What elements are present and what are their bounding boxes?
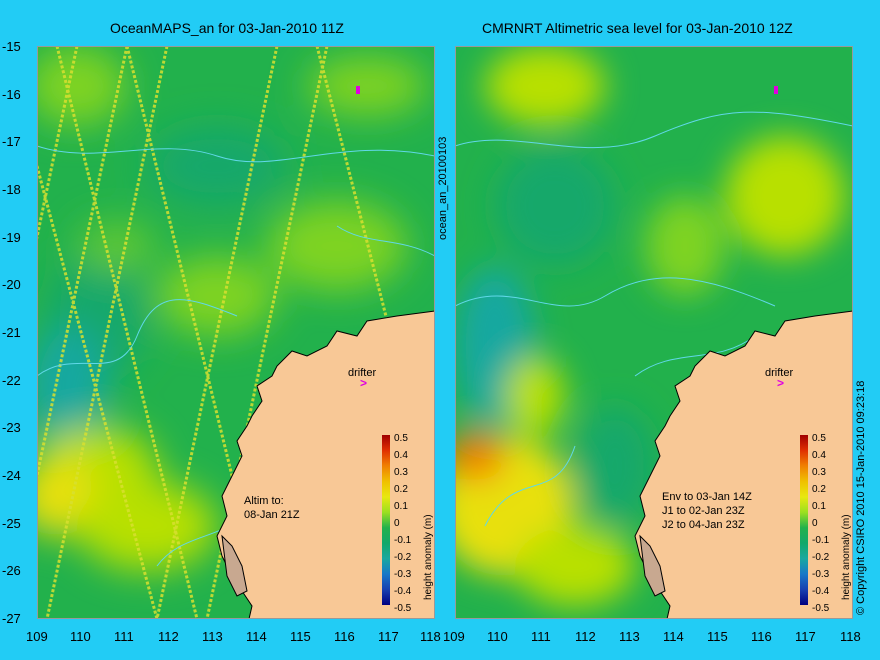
left-drifter-label: drifter [348,367,377,379]
map-frame [37,46,435,619]
left-colorbar-ticks: 0.5 0.4 0.3 0.2 0.1 0 -0.1 -0.2 -0.3 -0.4 -0.5 [394,433,412,614]
anomaly-patches [37,46,427,571]
right-annotation-line-1: Env to 03-Jan 14Z [662,491,752,503]
copyright-label: © Copyright CSIRO 2010 15-Jan-2010 09:23… [855,380,867,615]
left-annotation-line-2: 08-Jan 21Z [244,509,300,521]
right-annotation-line-3: J2 to 04-Jan 23Z [662,519,745,531]
left-title: OceanMAPS_an for 03-Jan-2010 11Z [110,20,344,36]
right-map [455,46,853,619]
left-map [37,46,435,619]
right-colorbar-ticks: 0.5 0.4 0.3 0.2 0.1 0 -0.1 -0.2 -0.3 -0.4 -0.5 [812,433,830,614]
left-annotation: Altim to: 08-Jan 21Z [244,494,300,522]
right-drifter-label: drifter [765,367,794,379]
middle-side-label: ocean_an_20100103 [437,136,449,240]
contours [37,145,435,567]
right-colorbar-label: height anomaly (m) [841,514,852,600]
contours [455,111,853,527]
left-colorbar-label: height anomaly (m) [423,514,434,600]
left-annotation-line-1: Altim to: [244,495,284,507]
left-map-svg [37,46,435,619]
right-drifter-marker: > [777,376,785,390]
right-drifter-marker-2 [774,86,778,94]
land-shelf [639,534,666,597]
land-shelf [221,534,248,597]
right-map-svg [455,46,853,619]
anomaly-patches [455,46,845,606]
left-drifter-marker-2 [356,86,360,94]
map-frame [455,46,853,619]
right-title: CMRNRT Altimetric sea level for 03-Jan-2… [482,20,793,36]
left-colorbar [382,435,390,605]
right-annotation-line-2: J1 to 02-Jan 23Z [662,505,745,517]
left-drifter-marker: > [360,376,368,390]
right-colorbar [800,435,808,605]
right-annotation: Env to 03-Jan 14Z J1 to 02-Jan 23Z J2 to… [662,490,752,532]
